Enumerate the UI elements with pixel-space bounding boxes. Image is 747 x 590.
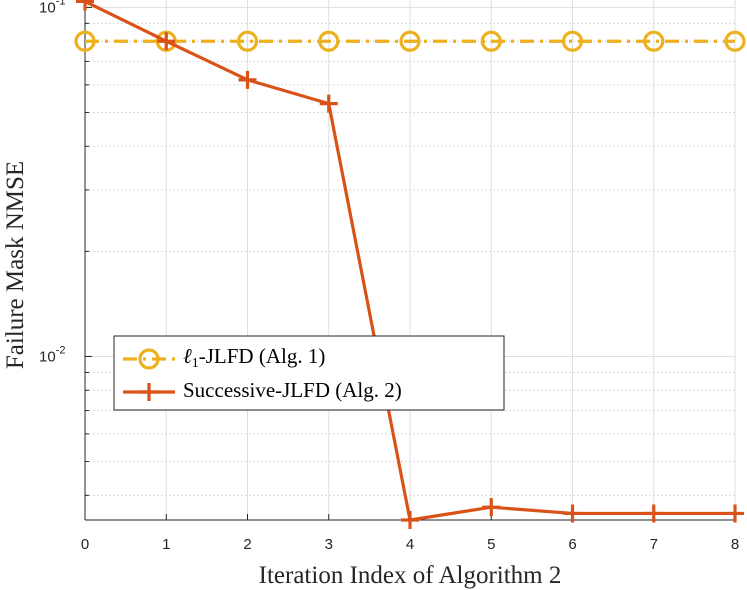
legend: ℓ1-JLFD (Alg. 1) Successive-JLFD (Alg. 2…	[113, 335, 505, 411]
data-point-plus	[157, 32, 176, 51]
legend-l1-rest: -JLFD (Alg. 1)	[199, 344, 326, 368]
data-point-plus	[76, 0, 94, 11]
x-tick-label: 7	[650, 536, 658, 553]
x-tick-label: 0	[81, 536, 89, 553]
x-tick-label: 3	[325, 536, 333, 553]
data-point-circle	[724, 30, 746, 52]
data-point-circle	[74, 30, 96, 52]
y-tick-exponent: -2	[56, 344, 66, 356]
y-tick-labels: 10-110-2	[39, 0, 65, 365]
series-0	[74, 30, 746, 52]
data-point-plus	[401, 511, 419, 529]
series-layer	[74, 0, 746, 529]
legend-label-successive-jlfd: Successive-JLFD (Alg. 2)	[183, 378, 402, 402]
data-point-circle	[561, 30, 584, 52]
x-tick-label: 8	[731, 536, 739, 553]
x-tick-labels: 0 1 2 3 4 5 6 7 8	[81, 536, 739, 553]
legend-l1-ell: ℓ	[183, 344, 192, 368]
y-tick-base: 10	[39, 0, 56, 16]
x-tick-label: 5	[487, 536, 495, 553]
legend-box	[113, 335, 505, 411]
legend-marker-plus	[140, 383, 158, 401]
x-tick-label: 6	[568, 536, 576, 553]
x-tick-label: 2	[243, 536, 251, 553]
y-tick-base: 10	[39, 348, 56, 365]
data-point-circle	[236, 30, 259, 52]
data-point-plus	[726, 504, 744, 523]
y-tick-label: 10-1	[39, 0, 65, 16]
data-point-circle	[480, 30, 502, 52]
legend-l1-sub: 1	[192, 356, 199, 371]
legend-marker-circle	[138, 348, 160, 370]
data-point-plus	[644, 504, 663, 523]
data-point-plus	[563, 504, 582, 523]
legend-label-l1-jlfd: ℓ1-JLFD (Alg. 1)	[183, 344, 325, 371]
y-tick-label: 10-2	[39, 344, 65, 365]
data-point-circle	[643, 30, 665, 52]
data-point-plus	[319, 94, 338, 113]
data-point-plus	[482, 498, 501, 517]
data-point-circle	[318, 30, 340, 52]
x-axis-title: Iteration Index of Algorithm 2	[259, 562, 562, 589]
legend-swatches	[123, 348, 175, 401]
y-axis-title: Failure Mask NMSE	[2, 161, 29, 369]
data-point-plus	[238, 70, 257, 89]
x-tick-label: 4	[406, 536, 414, 553]
y-tick-exponent: -1	[56, 0, 66, 7]
x-tick-label: 1	[162, 536, 170, 553]
data-point-circle	[399, 30, 421, 52]
series-1	[76, 0, 744, 529]
